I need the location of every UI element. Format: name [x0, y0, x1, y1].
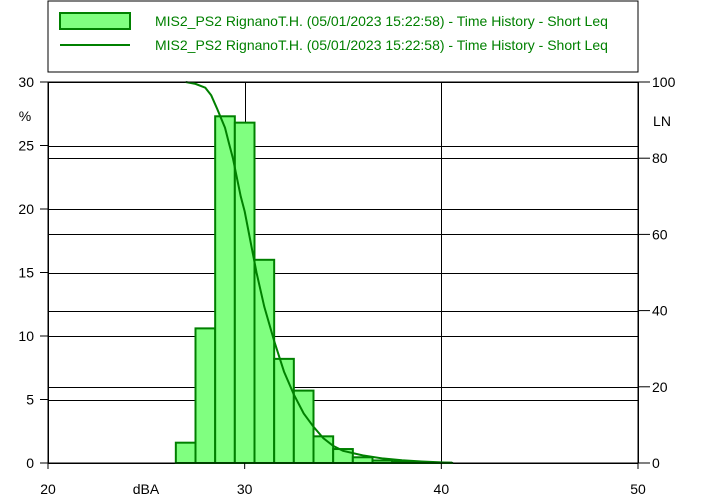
legend: MIS2_PS2 RignanoT.H. (05/01/2023 15:22:5…	[47, 0, 639, 73]
y-left-tick-label-30: 30	[18, 74, 34, 90]
y-right-tick-label-20: 20	[652, 379, 668, 395]
x-tick-label-30: 30	[237, 481, 253, 497]
x-tick-label-50: 50	[630, 481, 646, 497]
bar-0	[174, 441, 197, 464]
grid	[48, 82, 639, 464]
bar-3	[233, 121, 256, 464]
y-right-tick-label-80: 80	[652, 150, 668, 166]
plot-frame	[47, 81, 639, 464]
y-left-tick-label-15: 15	[18, 265, 34, 281]
bar-9	[351, 456, 374, 465]
legend-label-bar: MIS2_PS2 RignanoT.H. (05/01/2023 15:22:5…	[155, 13, 608, 29]
bar-5	[273, 357, 295, 464]
y-right-tick-label-60: 60	[652, 226, 668, 242]
ln-curve-line	[185, 81, 454, 464]
y-right-tick-label-0: 0	[652, 455, 660, 471]
ticks: 20 30 40 50 0 5 10 15 20 25 30 0 20 40 60 80 100	[18, 74, 675, 497]
bar-2	[214, 115, 236, 464]
x-tick-label-20: 20	[40, 481, 56, 497]
y-left-tick-label-0: 0	[26, 455, 34, 471]
y-right-tick-label-100: 100	[652, 74, 676, 90]
x-axis-label: dBA	[133, 481, 160, 497]
legend-label-line: MIS2_PS2 RignanoT.H. (05/01/2023 15:22:5…	[155, 37, 608, 53]
y-right-tick-label-40: 40	[652, 303, 668, 319]
bar-7	[312, 435, 335, 464]
ln-curve-group	[185, 81, 454, 464]
y-left-tick-label-5: 5	[26, 392, 34, 408]
y-left-tick-label-20: 20	[18, 201, 34, 217]
legend-bar-swatch	[59, 12, 131, 30]
y-right-axis-label: LN	[653, 113, 671, 129]
legend-frame	[47, 0, 639, 73]
y-left-tick-label-10: 10	[18, 328, 34, 344]
bar-4	[253, 258, 276, 464]
y-left-axis-label: %	[19, 108, 31, 124]
bars	[174, 115, 453, 465]
y-left-tick-label-25: 25	[18, 138, 34, 154]
bar-1	[194, 327, 217, 464]
x-tick-label-40: 40	[434, 481, 450, 497]
